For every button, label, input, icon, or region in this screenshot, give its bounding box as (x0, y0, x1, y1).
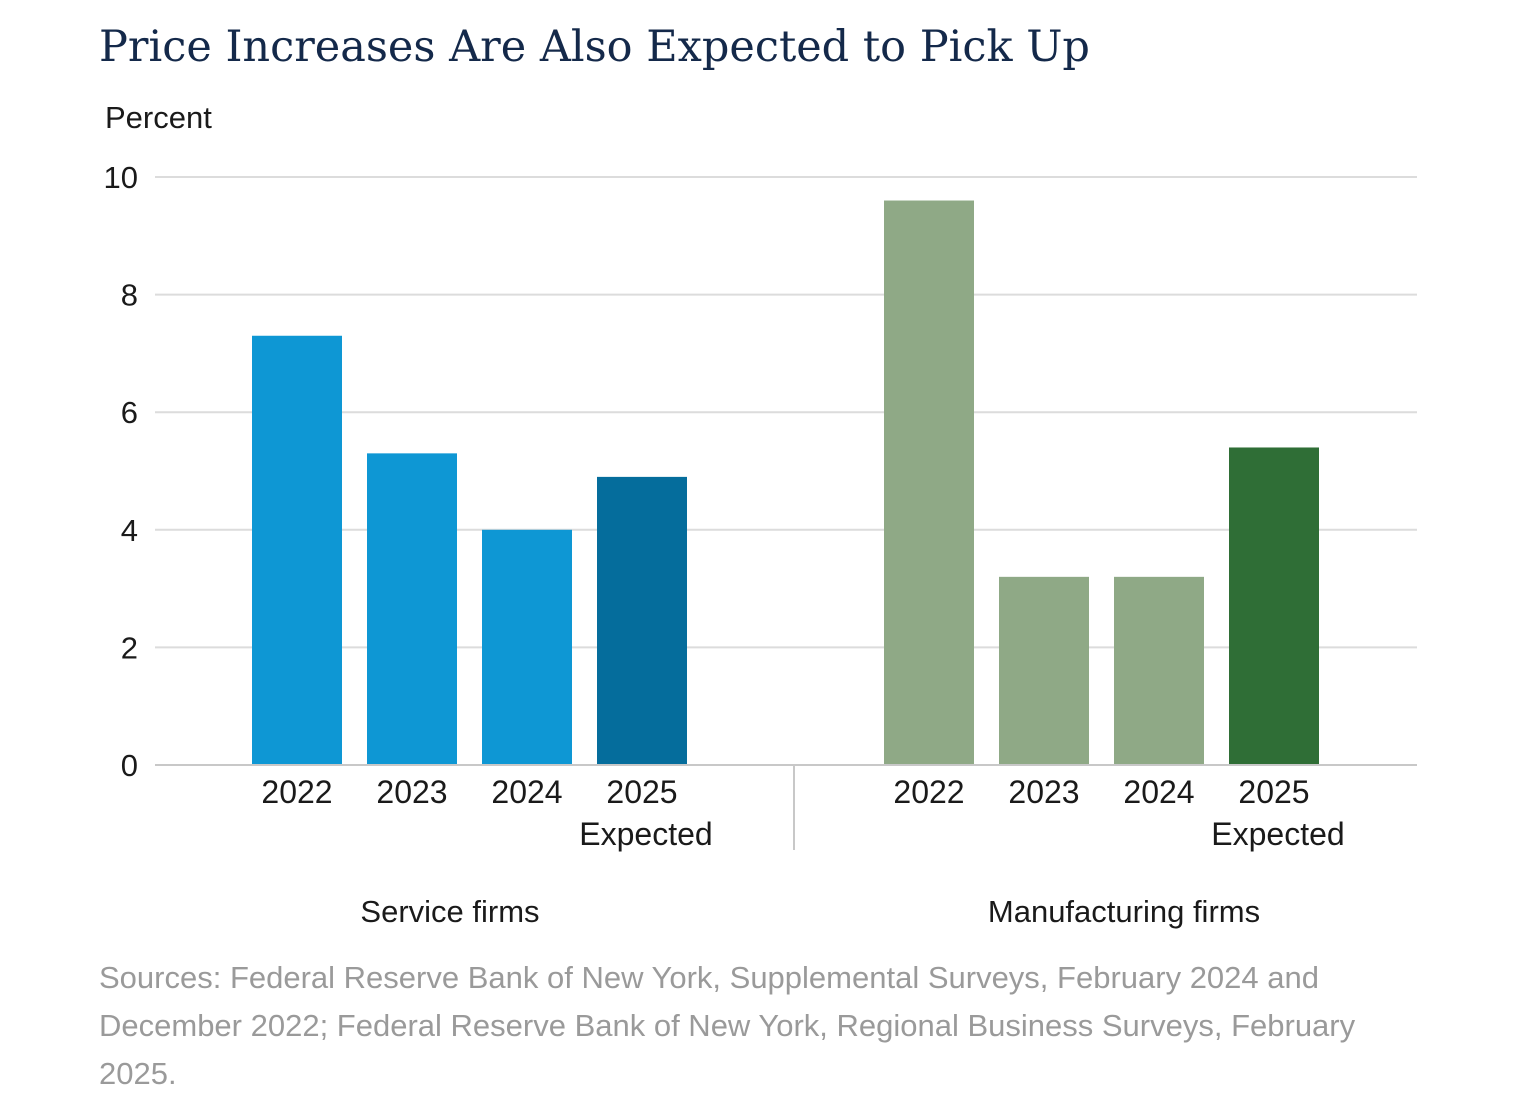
x-tick-label-year: 2023 (376, 774, 447, 810)
y-tick-label: 4 (121, 513, 138, 548)
bars (252, 200, 1319, 765)
bar (252, 335, 342, 765)
gridlines (155, 176, 1417, 649)
y-tick-label: 8 (121, 278, 138, 313)
bar (482, 529, 572, 765)
y-tick-label: 2 (121, 630, 138, 665)
x-tick-label-year: 2024 (1123, 774, 1194, 810)
bar (884, 200, 974, 765)
bar (1114, 576, 1204, 765)
x-axis-tick-labels: 2022 2023 2024 2025 Expected 2022 2023 2024 2025… (261, 774, 1344, 852)
y-tick-label: 0 (121, 748, 138, 783)
group-labels: Service firms Manufacturing firms (360, 894, 1260, 929)
bar (597, 476, 687, 765)
x-tick-label-year: 2022 (261, 774, 332, 810)
x-tick-label-year: 2022 (893, 774, 964, 810)
x-tick-label-sub: Expected (579, 816, 712, 852)
x-tick-label-year: 2024 (491, 774, 562, 810)
bar (1229, 447, 1319, 765)
y-tick-label: 10 (104, 160, 138, 195)
bar (367, 453, 457, 765)
group-label: Manufacturing firms (988, 894, 1260, 929)
group-label: Service firms (360, 894, 539, 929)
chart-title: Price Increases Are Also Expected to Pic… (99, 22, 1090, 72)
source-note: Sources: Federal Reserve Bank of New Yor… (99, 960, 1356, 1091)
y-tick-label: 6 (121, 395, 138, 430)
x-tick-label-year: 2025 (606, 774, 677, 810)
x-tick-label-year: 2023 (1008, 774, 1079, 810)
x-tick-label-year: 2025 (1238, 774, 1309, 810)
y-axis-tick-labels: 0 2 4 6 8 10 (104, 160, 138, 783)
bar (999, 576, 1089, 765)
x-tick-label-sub: Expected (1211, 816, 1344, 852)
y-axis-label: Percent (105, 100, 212, 135)
bar-chart: 0 2 4 6 8 10 Percent 2022 2023 2024 2025 Expected… (104, 100, 1417, 929)
